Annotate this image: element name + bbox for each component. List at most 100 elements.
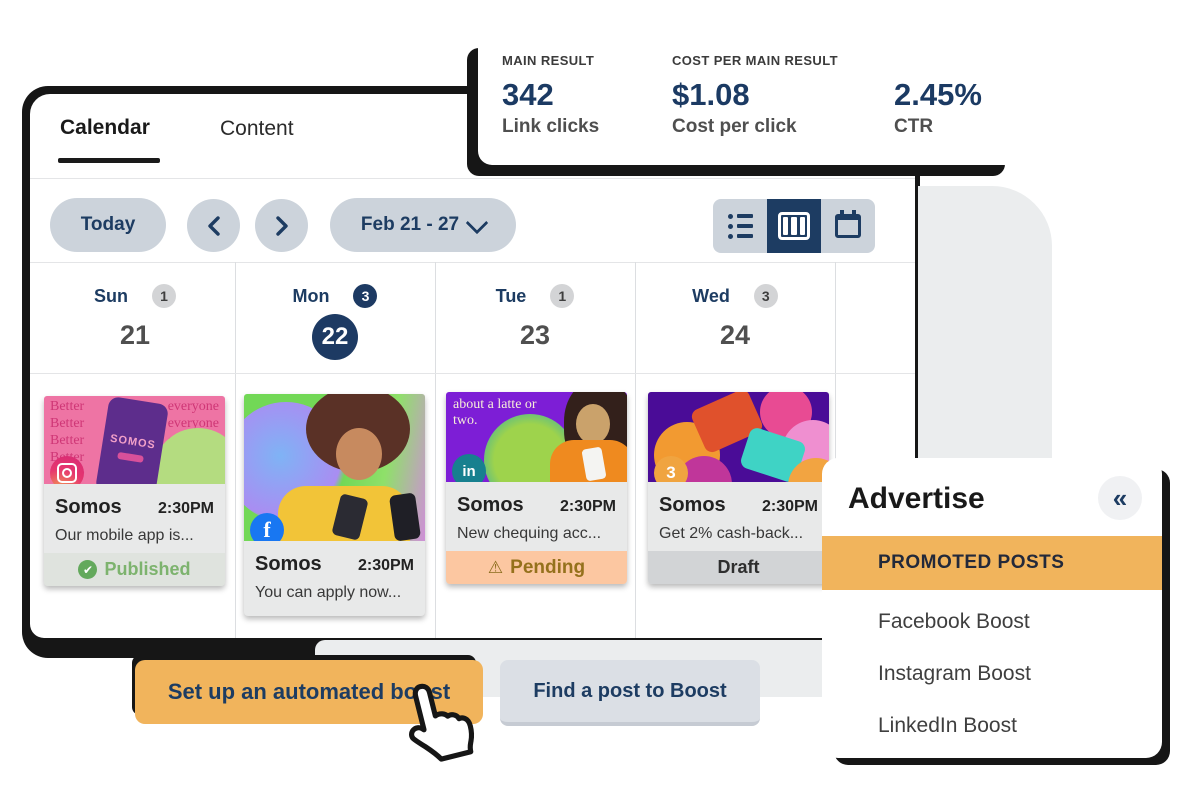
stat-value: 2.45%: [894, 77, 982, 112]
stat-sublabel: Link clicks: [502, 116, 600, 137]
post-thumbnail: f: [244, 394, 425, 541]
post-account: Somos: [457, 494, 524, 516]
stat-label: [894, 53, 982, 68]
post-thumbnail: about a latte or two. in: [446, 392, 627, 482]
post-account: Somos: [659, 494, 726, 516]
post-count-badge: 3: [753, 284, 778, 308]
stat-value: 342: [502, 77, 554, 112]
post-time: 2:30PM: [357, 557, 414, 574]
facebook-icon: f: [250, 513, 284, 541]
status-label: Published: [104, 559, 191, 579]
menu-item-instagram-boost[interactable]: Instagram Boost: [878, 662, 1031, 685]
list-view-button[interactable]: [713, 199, 767, 253]
warning-icon: ⚠: [487, 557, 504, 577]
stat-value: $1.08: [672, 77, 750, 112]
tabs-divider: [30, 178, 915, 179]
day-header-divider: [30, 373, 915, 374]
post-time: 2:30PM: [559, 498, 616, 515]
check-circle-icon: ✔: [78, 560, 98, 579]
previous-week-button[interactable]: [187, 199, 240, 252]
view-toggle-group: [713, 199, 875, 253]
status-label: Draft: [717, 557, 760, 577]
hand-cursor-icon: [409, 683, 475, 762]
status-pending: ⚠ Pending: [446, 551, 627, 584]
day-header-mon[interactable]: Mon 3 22: [235, 262, 435, 373]
day-name: Tue: [495, 285, 527, 306]
post-snippet: New chequing acc...: [457, 525, 602, 542]
month-view-button[interactable]: [821, 199, 875, 253]
next-week-button[interactable]: [255, 199, 308, 252]
post-card-draft[interactable]: 3 Somos 2:30PM Get 2% cash-back... Draft: [648, 392, 829, 584]
stat-ctr: 2.45% CTR: [894, 53, 982, 138]
tab-calendar-active-underline: [58, 158, 160, 163]
toolbar-divider: [30, 262, 915, 263]
ad-results-stats-card: MAIN RESULT 342 Link clicks COST PER MAI…: [478, 33, 1020, 165]
thumbnail-caption: about a latte or two.: [453, 397, 537, 428]
week-columns-view-icon: [778, 212, 810, 240]
post-snippet: Our mobile app is...: [55, 527, 194, 544]
post-time: 2:30PM: [761, 498, 818, 515]
tab-calendar[interactable]: Calendar: [60, 116, 150, 139]
list-view-icon: [727, 213, 753, 239]
day-name: Wed: [692, 285, 730, 306]
calendar-card: Calendar Content Today Feb 21 - 27: [30, 94, 915, 638]
instagram-icon: [50, 456, 84, 484]
chevron-down-icon: [465, 211, 489, 234]
post-account: Somos: [255, 553, 322, 575]
day-header-wed[interactable]: Wed 3 24: [635, 262, 835, 373]
post-time: 2:30PM: [157, 500, 214, 517]
promoted-posts-section-header[interactable]: PROMOTED POSTS: [822, 536, 1162, 590]
menu-item-facebook-boost[interactable]: Facebook Boost: [878, 610, 1030, 633]
stat-sublabel: CTR: [894, 116, 934, 137]
post-account: Somos: [55, 496, 122, 518]
promoted-posts-label: PROMOTED POSTS: [878, 552, 1065, 573]
stat-label: COST PER MAIN RESULT: [672, 53, 838, 68]
stat-label: MAIN RESULT: [502, 53, 595, 68]
double-chevron-left-icon: «: [1112, 482, 1128, 513]
grouped-posts-count-badge: 3: [654, 456, 688, 482]
stat-sublabel: Cost per click: [672, 116, 797, 137]
column-divider: [235, 262, 236, 638]
stat-cost-per-result: COST PER MAIN RESULT $1.08 Cost per clic…: [672, 53, 838, 138]
post-snippet: You can apply now...: [255, 584, 402, 601]
linkedin-icon: in: [452, 454, 486, 482]
week-view-button[interactable]: [767, 199, 821, 253]
menu-item-linkedin-boost[interactable]: LinkedIn Boost: [878, 714, 1017, 737]
post-count-badge: 1: [550, 284, 575, 308]
date-range-dropdown[interactable]: Feb 21 - 27: [330, 198, 516, 252]
column-divider: [435, 262, 436, 638]
post-thumbnail: 3: [648, 392, 829, 482]
day-date: 23: [519, 320, 551, 350]
month-calendar-view-icon: [835, 210, 861, 238]
post-card-linkedin[interactable]: about a latte or two. in Somos 2:30PM Ne…: [446, 392, 627, 584]
chevron-right-icon: [275, 215, 288, 236]
collapse-panel-button[interactable]: «: [1098, 476, 1142, 520]
column-divider: [635, 262, 636, 638]
find-post-to-boost-button[interactable]: Find a post to Boost: [500, 660, 760, 726]
post-count-badge: 1: [152, 284, 176, 308]
day-name: Sun: [94, 285, 128, 306]
date-range-label: Feb 21 - 27: [360, 214, 460, 235]
day-header-sun[interactable]: Sun 1 21: [35, 262, 235, 373]
status-label: Pending: [510, 556, 586, 578]
tab-content[interactable]: Content: [220, 117, 294, 140]
status-published: ✔ Published: [44, 553, 225, 586]
stat-main-result: MAIN RESULT 342 Link clicks: [502, 53, 599, 138]
chevron-left-icon: [207, 215, 220, 236]
day-date: 24: [719, 320, 751, 350]
day-date: 21: [119, 320, 151, 350]
today-button[interactable]: Today: [50, 198, 166, 252]
day-header-tue[interactable]: Tue 1 23: [435, 262, 635, 373]
post-snippet: Get 2% cash-back...: [659, 525, 804, 542]
status-draft: Draft: [648, 551, 829, 584]
today-date-circle: 22: [312, 314, 358, 360]
advertise-panel-title: Advertise: [848, 482, 985, 515]
day-name: Mon: [292, 285, 330, 306]
post-count-badge: 3: [353, 284, 378, 308]
post-card-facebook[interactable]: f Somos 2:30PM You can apply now...: [244, 394, 425, 616]
advertise-panel: Advertise « PROMOTED POSTS Facebook Boos…: [822, 458, 1162, 758]
column-divider: [835, 262, 836, 638]
